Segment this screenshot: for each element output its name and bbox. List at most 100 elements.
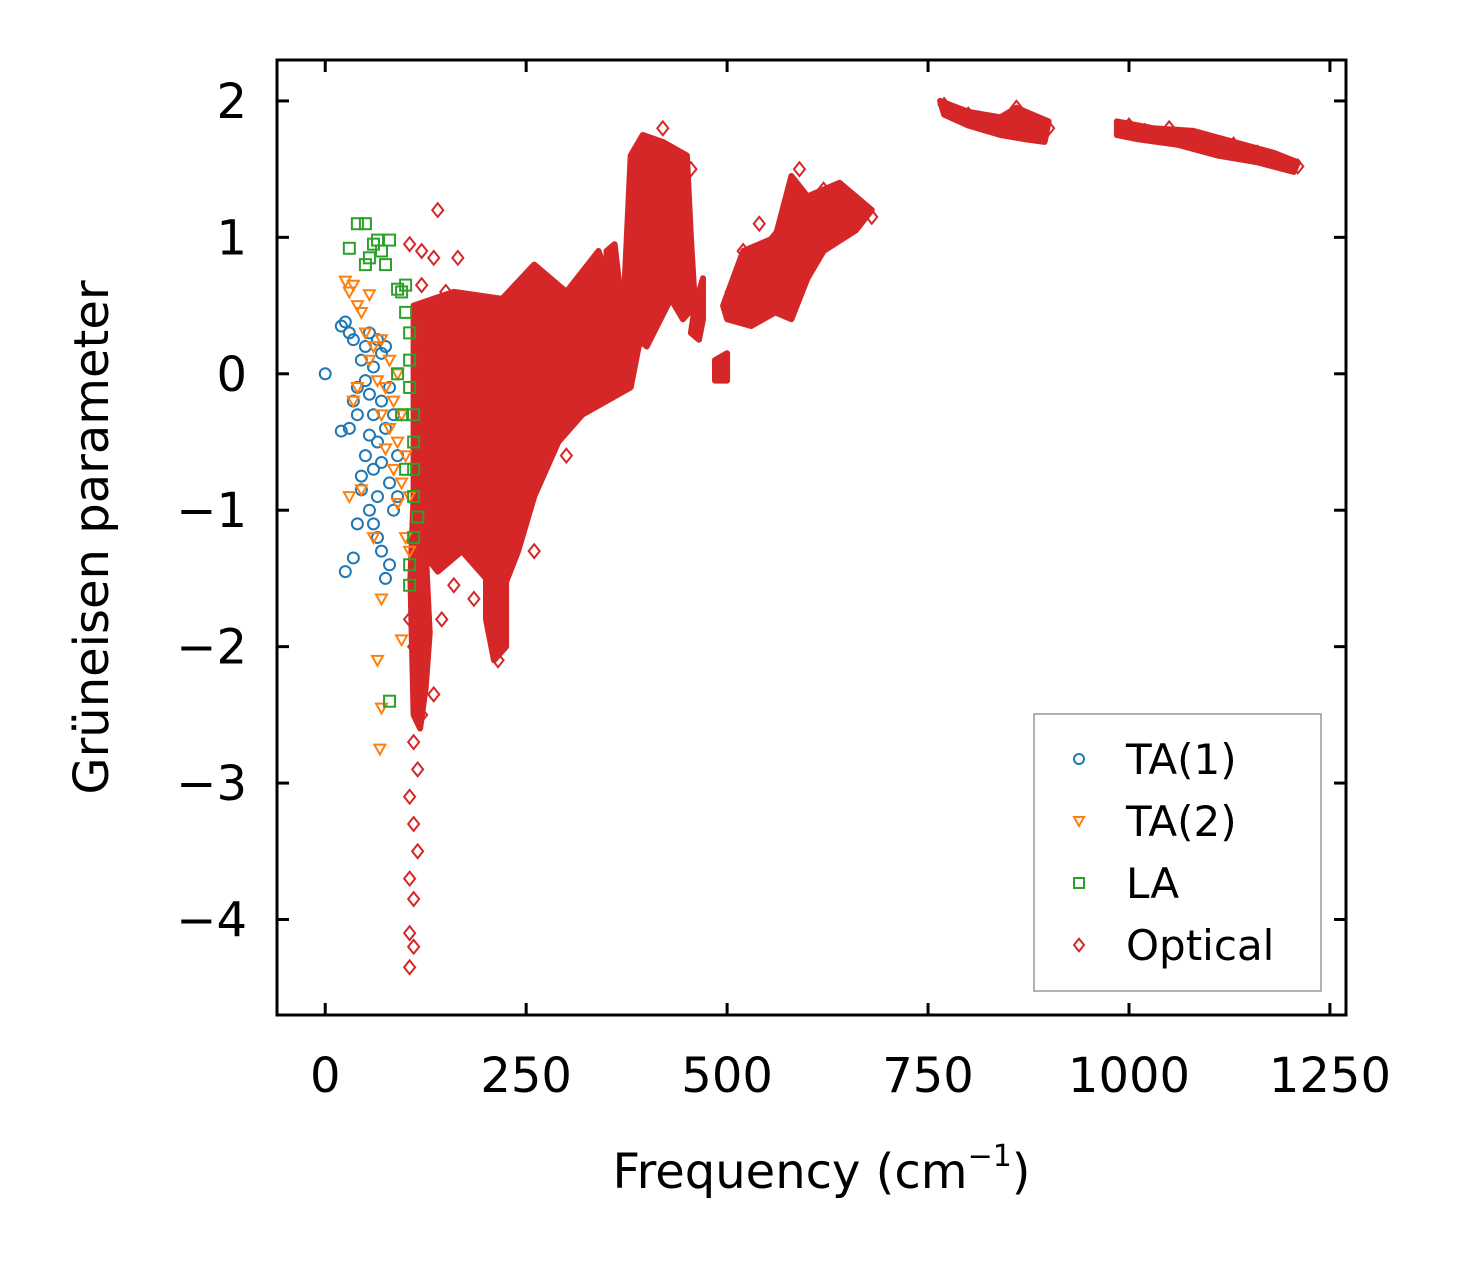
optical-point-58 [1122, 117, 1136, 134]
optical-point-53 [985, 112, 1000, 130]
ta-2-point-29 [342, 491, 357, 505]
la-point-14 [403, 326, 417, 340]
optical-point-4 [451, 249, 465, 267]
ta-2-point-34 [370, 654, 385, 668]
ta-1-point-3 [342, 326, 356, 340]
x-tick-label-2: 500 [681, 1048, 773, 1104]
ta-1-point-30 [374, 544, 388, 558]
optical-point-22 [402, 924, 417, 942]
ta-1-point-2 [338, 315, 352, 329]
la-point-25 [383, 694, 397, 708]
ta-2-point-28 [350, 382, 365, 395]
la-point-28 [399, 462, 413, 476]
ta-2-point-17 [386, 463, 401, 477]
ta-1-point-34 [383, 380, 397, 394]
la-point-9 [383, 233, 397, 247]
optical-point-39 [712, 365, 726, 383]
ta-2-point-26 [402, 545, 417, 559]
optical-point-13 [410, 665, 425, 683]
la-point-26 [391, 367, 405, 381]
ta-1-point-27 [374, 346, 388, 360]
optical-point-45 [816, 181, 831, 199]
ta-2-point-9 [370, 375, 385, 389]
x-tick-label-3: 750 [882, 1048, 974, 1104]
optical-point-10 [479, 303, 493, 321]
ta-2-point-14 [382, 354, 397, 368]
optical-point-48 [736, 262, 750, 280]
optical-point-2 [414, 242, 429, 260]
optical-point-35 [623, 256, 638, 274]
optical-point-37 [656, 119, 670, 137]
legend-label-0: TA(1) [1125, 735, 1237, 784]
optical-point-61 [1186, 130, 1201, 148]
legend-marker-0 [1073, 753, 1085, 765]
ta-2-point-27 [346, 395, 361, 409]
optical-point-40 [724, 283, 738, 301]
ta-1-point-42 [346, 551, 360, 565]
ta-2-point-2 [346, 279, 361, 293]
la-point-2 [358, 217, 372, 231]
optical-point-43 [768, 228, 783, 246]
optical-point-54 [1009, 108, 1024, 126]
optical-point-27 [447, 576, 461, 594]
optical-point-52 [961, 106, 976, 124]
optical-point-50 [824, 208, 839, 226]
legend-marker-3 [1072, 937, 1086, 953]
optical-point-28 [467, 590, 481, 608]
ta-2-point-5 [362, 289, 377, 303]
la-point-1 [350, 217, 364, 231]
legend: TA(1) TA(2) LA Optical [1033, 713, 1322, 992]
optical-dense-region-4 [603, 241, 626, 316]
ta-1-point-15 [362, 326, 376, 340]
y-tick-label-1: 1 [216, 210, 247, 266]
la-point-27 [395, 408, 409, 422]
ta-1-point-41 [338, 565, 352, 579]
ta-1-point-14 [358, 449, 372, 463]
optical-point-18 [406, 815, 421, 833]
ta-1-point-6 [346, 333, 360, 347]
la-point-7 [374, 244, 388, 258]
ta-2-point-22 [394, 477, 409, 491]
ta-1-point-16 [362, 387, 376, 401]
optical-point-36 [635, 133, 650, 151]
optical-point-55 [1025, 117, 1040, 134]
legend-box [1033, 713, 1322, 992]
la-point-13 [399, 305, 413, 319]
optical-point-62 [1202, 133, 1217, 151]
optical-point-26 [434, 610, 449, 628]
ta-1-point-8 [350, 408, 364, 422]
ta-1-point-32 [379, 421, 393, 435]
la-point-11 [395, 285, 409, 299]
optical-point-46 [840, 201, 855, 219]
optical-point-32 [559, 447, 574, 465]
la-point-24 [403, 578, 417, 592]
optical-point-66 [1290, 157, 1305, 175]
ta-2-point-11 [374, 409, 389, 423]
ta-1-point-13 [358, 374, 372, 388]
optical-point-23 [406, 938, 421, 956]
x-axis-label: Frequency (cm−1) [612, 1139, 1030, 1200]
ta-1-point-36 [383, 558, 397, 572]
ta-2-point-12 [378, 382, 393, 395]
la-point-4 [362, 251, 376, 265]
la-point-12 [399, 278, 413, 292]
optical-point-65 [1266, 149, 1281, 167]
y-tick-label-2: 0 [216, 347, 247, 403]
optical-dense-region-3 [619, 132, 698, 350]
x-tick-label-4: 1000 [1068, 1048, 1190, 1104]
optical-point-24 [402, 958, 417, 976]
ta-1-point-44 [334, 424, 348, 438]
ta-2-point-31 [366, 532, 381, 546]
ta-1-point-19 [366, 360, 380, 374]
ta-2-point-10 [374, 334, 389, 348]
legend-label-2: LA [1126, 859, 1179, 908]
optical-point-8 [455, 297, 469, 315]
x-tick-label-1: 250 [480, 1048, 572, 1104]
la-point-0 [342, 241, 356, 255]
optical-point-1 [402, 235, 417, 253]
ta-2-point-33 [394, 634, 409, 648]
legend-label-1: TA(2) [1125, 797, 1237, 846]
ta-2-point-25 [402, 491, 417, 505]
la-point-10 [391, 282, 405, 296]
ta-2-point-3 [350, 300, 365, 314]
